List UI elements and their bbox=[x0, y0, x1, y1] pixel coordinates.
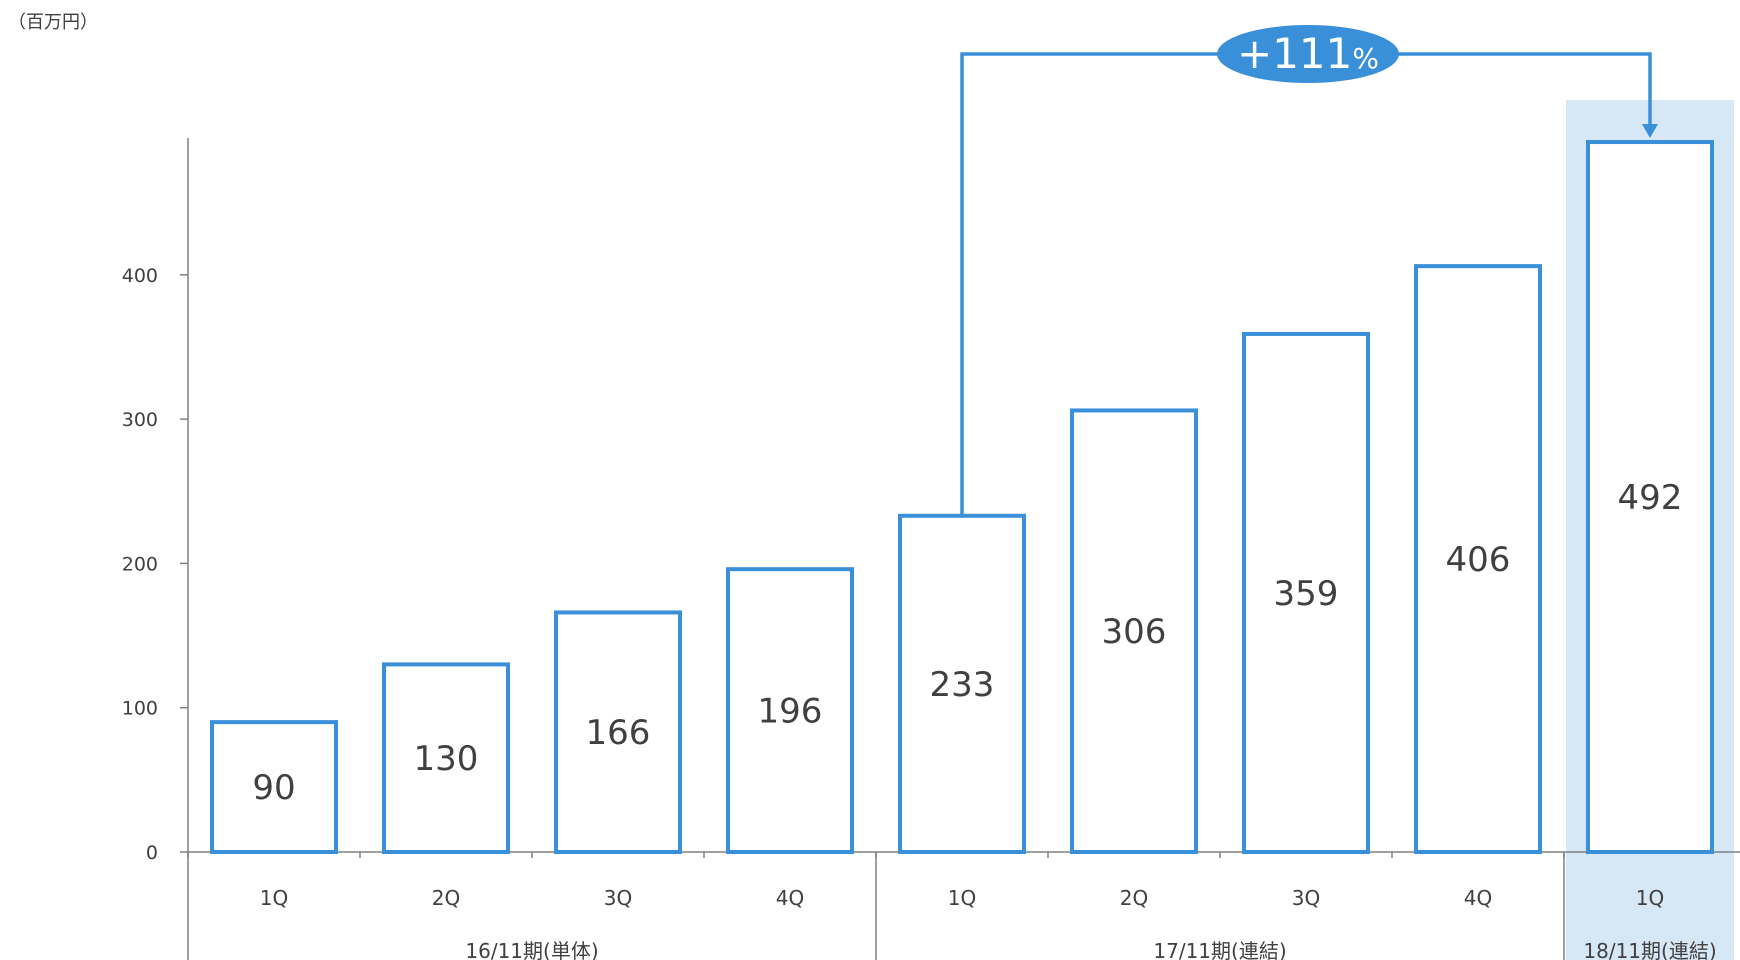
y-unit-label: （百万円） bbox=[8, 12, 98, 33]
bar-value-label: 90 bbox=[252, 768, 295, 808]
bar-value-label: 130 bbox=[414, 739, 479, 779]
x-category-label: 3Q bbox=[604, 886, 632, 910]
bar-value-label: 306 bbox=[1102, 612, 1167, 652]
y-tick-label: 200 bbox=[122, 553, 158, 575]
bar-value-label: 492 bbox=[1618, 478, 1683, 518]
growth-bubble bbox=[1217, 25, 1399, 83]
bar bbox=[726, 567, 854, 854]
bar bbox=[1242, 331, 1370, 854]
x-category-label: 3Q bbox=[1292, 886, 1320, 910]
bar bbox=[210, 720, 338, 854]
bar bbox=[1586, 140, 1714, 854]
bar-value-label: 359 bbox=[1274, 574, 1339, 614]
bar bbox=[1070, 408, 1198, 854]
x-category-label: 1Q bbox=[948, 886, 976, 910]
period-label: 17/11期(連結) bbox=[1153, 939, 1286, 960]
y-tick-label: 100 bbox=[122, 698, 158, 720]
bar-value-label: 233 bbox=[930, 665, 995, 705]
x-category-label: 1Q bbox=[260, 886, 288, 910]
bar-value-label: 166 bbox=[586, 713, 651, 753]
x-category-label: 4Q bbox=[776, 886, 804, 910]
y-tick-label: 300 bbox=[122, 409, 158, 431]
bar bbox=[1414, 264, 1542, 854]
bar bbox=[382, 662, 510, 854]
bar-value-label: 406 bbox=[1446, 540, 1511, 580]
y-tick-label: 400 bbox=[122, 265, 158, 287]
growth-arrow-head bbox=[1642, 124, 1658, 139]
period-label: 16/11期(単体) bbox=[465, 939, 598, 960]
x-category-label: 2Q bbox=[1120, 886, 1148, 910]
growth-label: +111% bbox=[1237, 29, 1379, 78]
x-category-label: 2Q bbox=[432, 886, 460, 910]
y-tick-label: 0 bbox=[146, 842, 158, 864]
bar bbox=[554, 610, 682, 854]
x-category-label: 1Q bbox=[1636, 886, 1664, 910]
x-category-label: 4Q bbox=[1464, 886, 1492, 910]
period-label: 18/11期(連結) bbox=[1583, 939, 1716, 960]
bar-value-label: 196 bbox=[758, 692, 823, 732]
bar bbox=[898, 513, 1026, 854]
